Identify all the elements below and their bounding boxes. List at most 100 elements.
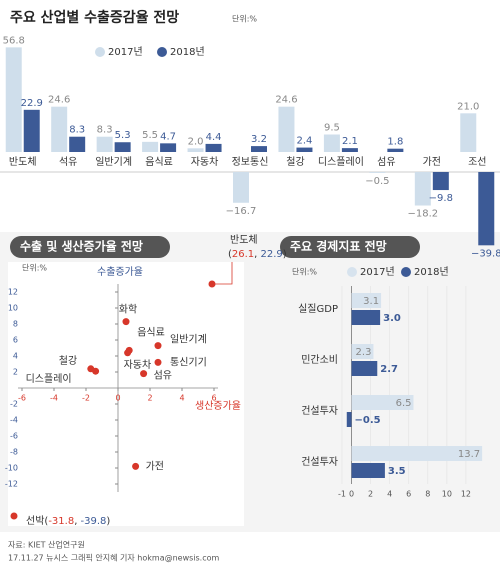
x-tick-label: 철강 bbox=[286, 156, 304, 168]
bar bbox=[460, 113, 477, 152]
point-label: 일반기계 bbox=[170, 334, 207, 346]
bar bbox=[278, 106, 295, 152]
data-label: 3.1 bbox=[363, 296, 379, 307]
outlier-label: 반도체 (26.1, 22.9) bbox=[228, 234, 287, 260]
point-label: 가전 bbox=[146, 460, 164, 472]
bar bbox=[5, 47, 22, 152]
title-pill bbox=[10, 236, 170, 258]
outlier-y: -39.8 bbox=[81, 516, 107, 527]
y-axis-label: 수출증가율 bbox=[97, 266, 143, 278]
legend-swatch bbox=[401, 267, 411, 277]
bar bbox=[351, 344, 374, 359]
bar bbox=[351, 446, 483, 461]
y-tick-label: 12 bbox=[8, 288, 18, 297]
y-tick-label: 8 bbox=[13, 320, 18, 329]
point-label: 통신기기 bbox=[170, 356, 207, 368]
x-tick-label: 정보통신 bbox=[232, 156, 269, 168]
legend-label: 2017년 bbox=[108, 46, 143, 58]
chart-title: 수출 및 생산증가율 전망 bbox=[20, 239, 143, 254]
legend-swatch bbox=[157, 47, 167, 57]
x-tick-label: 0 bbox=[115, 394, 120, 403]
y-tick-label: 4 bbox=[13, 352, 18, 361]
data-label: 6.5 bbox=[396, 398, 412, 409]
legend-swatch bbox=[347, 267, 357, 277]
data-label: 24.6 bbox=[275, 95, 297, 106]
y-tick-label: 민간소비 bbox=[301, 354, 338, 366]
x-tick-label: 조선 bbox=[468, 156, 486, 168]
bar bbox=[478, 172, 495, 246]
point-label: 디스플레이 bbox=[26, 373, 72, 385]
bar bbox=[351, 361, 378, 376]
callout bbox=[212, 262, 233, 285]
point-label: 화학 bbox=[119, 304, 137, 316]
bar bbox=[142, 141, 159, 152]
y-tick-label: 10 bbox=[8, 304, 18, 313]
x-tick-label: 석유 bbox=[59, 156, 77, 168]
y-tick-label: 2 bbox=[13, 368, 18, 377]
y-tick-label: -10 bbox=[5, 464, 18, 473]
x-axis-label: 생산증가율 bbox=[195, 400, 241, 412]
data-label: 2.0 bbox=[188, 136, 204, 147]
x-tick-label: -2 bbox=[82, 394, 90, 403]
spacer: , bbox=[254, 249, 260, 260]
data-label: 2.4 bbox=[297, 136, 313, 147]
x-tick-label: 12 bbox=[461, 490, 471, 499]
unit: 단위:% bbox=[292, 267, 317, 277]
point bbox=[92, 367, 100, 375]
outlier-point bbox=[10, 512, 18, 520]
y-tick-label: -12 bbox=[5, 480, 18, 489]
point bbox=[122, 318, 130, 326]
bar bbox=[51, 106, 68, 152]
x-tick-label: 반도체 bbox=[9, 156, 37, 168]
x-tick-label: 디스플레이 bbox=[318, 156, 364, 168]
point-label: 자동차 bbox=[124, 359, 152, 371]
data-label: 5.5 bbox=[142, 130, 158, 141]
bar bbox=[432, 172, 449, 191]
spacer: ) bbox=[283, 249, 287, 260]
data-label: 3.0 bbox=[383, 313, 401, 324]
data-label: −0.5 bbox=[355, 415, 381, 426]
y-tick-label: -4 bbox=[10, 416, 18, 425]
legend-label: 2018년 bbox=[414, 266, 449, 278]
chart-title: 주요 경제지표 전망 bbox=[290, 239, 387, 254]
data-label: 22.9 bbox=[21, 98, 43, 109]
spacer: ( bbox=[228, 249, 232, 260]
spacer: ( bbox=[44, 516, 48, 527]
outlier-y: 22.9 bbox=[261, 249, 283, 260]
bar bbox=[251, 146, 267, 152]
credit: 17.11.27 뉴시스 그래픽 안지혜 기자 hokma@newsis.com bbox=[8, 553, 220, 563]
x-tick-label: 음식료 bbox=[145, 156, 173, 168]
point-label: 음식료 bbox=[137, 326, 165, 338]
scatter-panel bbox=[8, 262, 244, 526]
point bbox=[140, 370, 148, 378]
unit: 단위:% bbox=[232, 14, 257, 24]
bar bbox=[114, 142, 131, 152]
chart-title: 주요 산업별 수출증감율 전망 bbox=[10, 9, 179, 26]
bar bbox=[96, 136, 113, 152]
unit: 단위:% bbox=[22, 263, 47, 273]
x-tick-label: 6 bbox=[211, 394, 216, 403]
bar bbox=[341, 148, 358, 152]
source: 자료: KIET 산업연구원 bbox=[8, 540, 85, 550]
y-tick-label: 실질GDP bbox=[298, 303, 338, 315]
data-label: 5.3 bbox=[115, 130, 131, 141]
x-tick-label: 4 bbox=[179, 394, 184, 403]
bar bbox=[187, 148, 204, 152]
bar bbox=[323, 134, 340, 152]
y-tick-label: 6 bbox=[13, 336, 18, 345]
data-label: 2.1 bbox=[342, 136, 358, 147]
legend-label: 2017년 bbox=[360, 266, 395, 278]
legend-label: 2018년 bbox=[170, 46, 205, 58]
x-tick-label: 일반기계 bbox=[95, 156, 132, 168]
point bbox=[132, 462, 140, 470]
x-tick-label: 10 bbox=[442, 490, 452, 499]
spacer: ) bbox=[106, 516, 110, 527]
point bbox=[124, 349, 132, 357]
point bbox=[154, 358, 162, 366]
title-pill bbox=[280, 236, 420, 258]
x-tick-label: 자동차 bbox=[191, 156, 219, 168]
data-label: −39.8 bbox=[471, 248, 500, 259]
data-label: 8.3 bbox=[97, 125, 113, 136]
x-tick-label: -1 bbox=[338, 490, 346, 499]
bar bbox=[351, 293, 382, 308]
